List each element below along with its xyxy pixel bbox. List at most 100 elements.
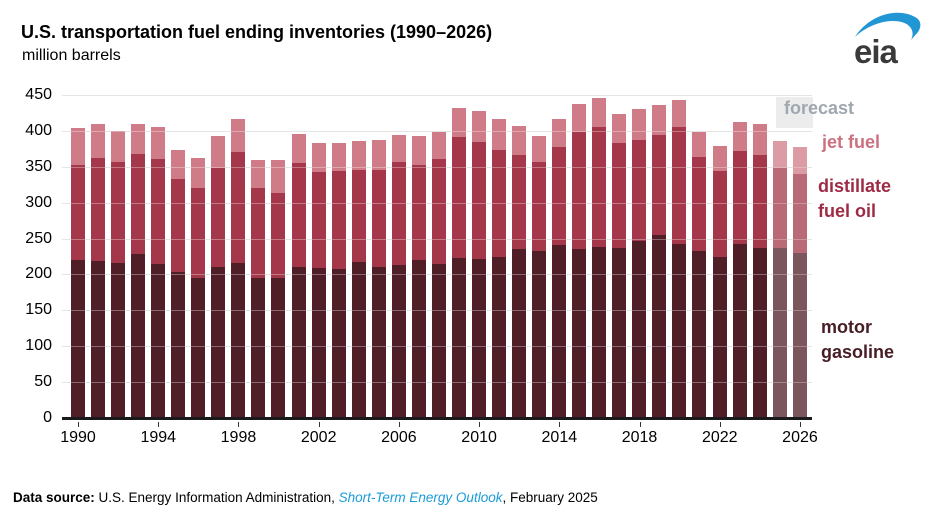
segment-2015-motor-gasoline [572, 249, 587, 418]
segment-2010-motor-gasoline [471, 259, 486, 418]
bar-2025 [772, 140, 787, 418]
segment-1990-jet-fuel [71, 128, 86, 166]
bar-slot-1995 [168, 95, 188, 418]
bar-slot-1998 [228, 95, 248, 418]
segment-2017-distillate-fuel-oil [612, 143, 627, 248]
segment-2021-jet-fuel [692, 131, 707, 157]
bar-1999 [251, 159, 266, 418]
y-tick-label-400: 400 [25, 122, 52, 139]
segment-2002-motor-gasoline [311, 268, 326, 418]
segment-2022-motor-gasoline [712, 256, 727, 418]
bar-slot-1990 [68, 95, 88, 418]
segment-2008-jet-fuel [431, 132, 446, 159]
segment-2023-distillate-fuel-oil [732, 151, 747, 245]
segment-2003-distillate-fuel-oil [331, 171, 346, 270]
segment-2005-jet-fuel [371, 139, 386, 171]
x-tick-label-2026: 2026 [782, 429, 818, 446]
bar-slot-2021 [689, 95, 709, 418]
bar-slot-2008 [429, 95, 449, 418]
segment-1993-motor-gasoline [131, 254, 146, 418]
bar-2011 [492, 119, 506, 418]
segment-2007-motor-gasoline [411, 260, 426, 418]
gridline-overlay-150 [62, 310, 812, 311]
segment-1997-distillate-fuel-oil [211, 168, 226, 268]
eia-logo-swoosh [855, 12, 921, 40]
segment-1993-distillate-fuel-oil [131, 153, 146, 255]
gridline-overlay-400 [62, 131, 812, 132]
eia-logo-text: eia [854, 33, 899, 66]
legend-motor-gasoline-label: motor gasoline [821, 317, 895, 362]
segment-2016-jet-fuel [592, 97, 607, 128]
bar-slot-2005 [369, 95, 389, 418]
x-tick-label-2014: 2014 [541, 429, 578, 446]
bar-slot-1994 [148, 95, 168, 418]
segment-1998-motor-gasoline [231, 262, 246, 418]
bar-2004 [351, 140, 366, 418]
bar-2001 [291, 133, 306, 418]
gridline-overlay-50 [62, 382, 812, 383]
x-axis-line [62, 417, 812, 420]
bar-2009 [451, 107, 466, 418]
segment-1997-jet-fuel [211, 135, 226, 169]
bar-2026 [792, 147, 807, 418]
segment-2012-motor-gasoline [512, 249, 527, 418]
bar-1996 [191, 158, 206, 418]
segment-2023-motor-gasoline [732, 244, 747, 418]
segment-2026-jet-fuel [792, 147, 807, 174]
segment-2002-distillate-fuel-oil [311, 171, 326, 268]
bar-slot-2016 [589, 95, 609, 418]
segment-2022-jet-fuel [712, 145, 727, 172]
bar-slot-1999 [248, 95, 268, 418]
segment-1991-motor-gasoline [91, 260, 106, 418]
y-tick-label-200: 200 [25, 265, 52, 282]
segment-2018-jet-fuel [632, 109, 647, 140]
segment-2019-jet-fuel [652, 105, 667, 136]
segment-2006-jet-fuel [391, 134, 406, 163]
bar-2006 [391, 134, 406, 418]
bar-slot-1997 [208, 95, 228, 418]
segment-1998-distillate-fuel-oil [231, 151, 246, 263]
segment-1996-distillate-fuel-oil [191, 187, 206, 279]
x-tick-label-2010: 2010 [461, 429, 497, 446]
segment-1990-distillate-fuel-oil [71, 165, 86, 261]
bar-slot-2015 [569, 95, 589, 418]
segment-2018-distillate-fuel-oil [632, 139, 647, 241]
segment-2006-distillate-fuel-oil [391, 162, 406, 266]
steo-report-link[interactable]: Short-Term Energy Outlook [338, 490, 503, 505]
bar-slot-1992 [108, 95, 128, 418]
segment-2015-jet-fuel [572, 103, 587, 133]
segment-2020-distillate-fuel-oil [672, 126, 687, 245]
bar-slot-2009 [449, 95, 469, 418]
bar-slot-2020 [669, 95, 689, 418]
bar-slot-2018 [629, 95, 649, 418]
bar-1991 [91, 123, 106, 418]
segment-2012-jet-fuel [512, 125, 527, 156]
segment-2005-distillate-fuel-oil [371, 170, 386, 268]
segment-2022-distillate-fuel-oil [712, 171, 727, 257]
x-tick-2014 [559, 422, 561, 427]
segment-1991-jet-fuel [91, 123, 106, 159]
segment-2021-motor-gasoline [692, 250, 707, 418]
bar-1990 [71, 128, 86, 418]
bar-slot-2002 [309, 95, 329, 418]
chart-plot: forecast 0 50 100 150 200 250 300 350 400 450 1990… [25, 86, 854, 446]
legend-distillate-label: distillate fuel oil [818, 176, 892, 221]
segment-2007-jet-fuel [411, 135, 426, 166]
segment-2001-jet-fuel [291, 133, 306, 164]
segment-1993-jet-fuel [131, 123, 146, 154]
segment-2005-motor-gasoline [371, 267, 386, 418]
segment-2012-distillate-fuel-oil [512, 155, 527, 250]
segment-1997-motor-gasoline [211, 267, 226, 418]
segment-2016-distillate-fuel-oil [592, 127, 607, 248]
x-tick-1994 [158, 422, 160, 427]
y-tick-label-350: 350 [25, 158, 52, 175]
y-tick-label-100: 100 [25, 337, 52, 354]
segment-1992-jet-fuel [111, 130, 126, 162]
bar-1992 [111, 130, 126, 418]
segment-1992-distillate-fuel-oil [111, 161, 126, 263]
y-tick-label-450: 450 [25, 86, 52, 103]
segment-1994-distillate-fuel-oil [151, 158, 166, 264]
bar-slot-2014 [549, 95, 569, 418]
segment-1994-motor-gasoline [151, 263, 166, 418]
bar-2014 [552, 119, 567, 418]
